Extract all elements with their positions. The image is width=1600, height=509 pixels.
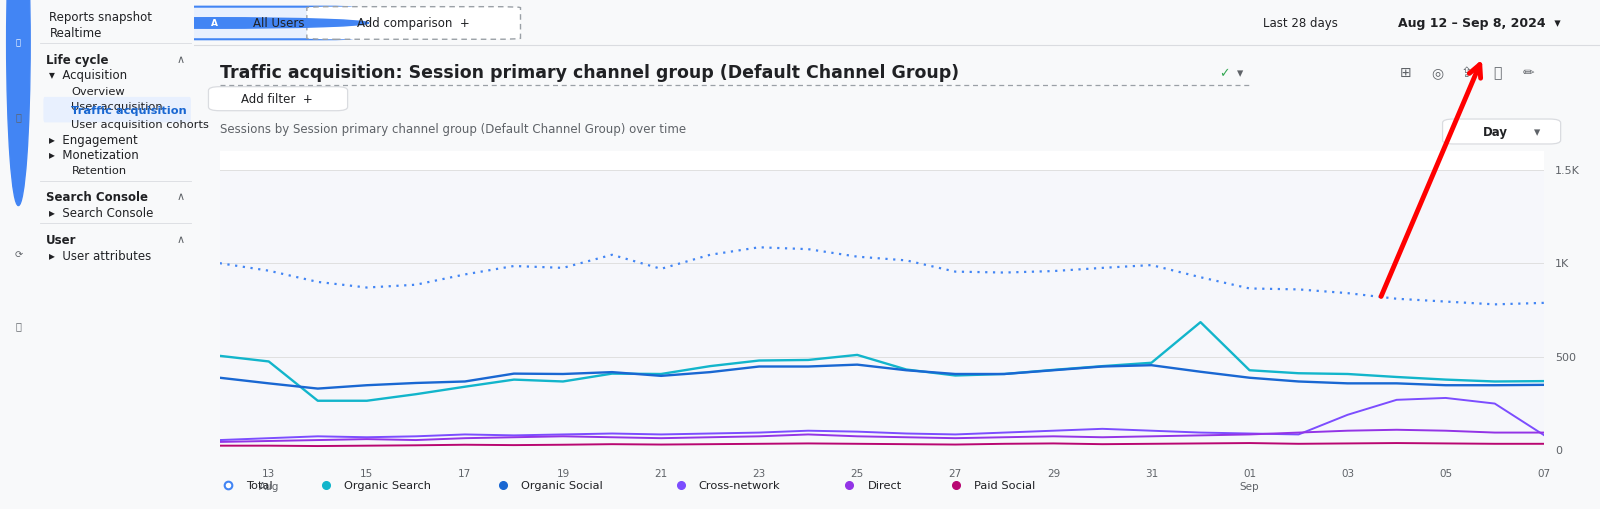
Text: User acquisition: User acquisition	[72, 101, 163, 111]
Text: Direct: Direct	[867, 479, 902, 490]
Text: A: A	[211, 19, 218, 29]
Text: 13: 13	[262, 468, 275, 478]
Text: 01: 01	[1243, 468, 1256, 478]
Text: 27: 27	[949, 468, 962, 478]
Text: 15: 15	[360, 468, 373, 478]
Text: ∧: ∧	[178, 235, 186, 245]
Text: Cross-network: Cross-network	[699, 479, 781, 490]
Text: 500: 500	[1555, 352, 1576, 362]
Text: User acquisition cohorts: User acquisition cohorts	[72, 120, 210, 130]
Text: 07: 07	[1538, 468, 1550, 478]
Text: ⤢: ⤢	[1493, 66, 1501, 80]
FancyBboxPatch shape	[43, 98, 190, 123]
Text: 31: 31	[1146, 468, 1158, 478]
Text: Search Console: Search Console	[46, 190, 149, 204]
Text: 05: 05	[1438, 468, 1453, 478]
Text: ▾: ▾	[1534, 126, 1539, 139]
Text: 17: 17	[458, 468, 472, 478]
Text: 21: 21	[654, 468, 667, 478]
Text: Total: Total	[246, 479, 274, 490]
Text: ⟳: ⟳	[14, 249, 22, 260]
Text: ▸  Monetization: ▸ Monetization	[50, 149, 139, 162]
Text: Sep: Sep	[1240, 482, 1259, 491]
Text: 19: 19	[557, 468, 570, 478]
Text: ✓: ✓	[1219, 67, 1229, 80]
Text: ✏: ✏	[1523, 66, 1534, 80]
Text: ⇪: ⇪	[1461, 66, 1472, 80]
Text: 📈: 📈	[16, 183, 21, 193]
Text: Add filter  +: Add filter +	[242, 93, 314, 106]
Text: Life cycle: Life cycle	[46, 53, 109, 67]
Text: Last 28 days: Last 28 days	[1262, 17, 1338, 31]
Text: All Users: All Users	[253, 17, 304, 31]
Text: 🏠: 🏠	[16, 112, 21, 122]
Bar	[219, 171, 1544, 450]
Text: 1.5K: 1.5K	[1555, 165, 1579, 175]
FancyBboxPatch shape	[1443, 120, 1560, 145]
Circle shape	[59, 19, 368, 29]
Text: Aug: Aug	[259, 482, 278, 491]
Text: Realtime: Realtime	[50, 27, 102, 40]
Text: Traffic acquisition: Traffic acquisition	[72, 105, 187, 116]
Text: Organic Search: Organic Search	[344, 479, 430, 490]
Text: ∧: ∧	[178, 55, 186, 65]
Text: Paid Social: Paid Social	[974, 479, 1035, 490]
Text: ▸  Search Console: ▸ Search Console	[50, 206, 154, 219]
Text: ▾  Acquisition: ▾ Acquisition	[50, 69, 128, 82]
Text: Retention: Retention	[72, 166, 126, 176]
Text: ▾: ▾	[1237, 67, 1243, 80]
Text: 📊: 📊	[16, 39, 21, 48]
Text: 1K: 1K	[1555, 259, 1570, 269]
Text: ▸  User attributes: ▸ User attributes	[50, 249, 152, 262]
Text: User: User	[46, 233, 77, 246]
Circle shape	[6, 0, 30, 206]
Text: Sessions by Session primary channel group (Default Channel Group) over time: Sessions by Session primary channel grou…	[219, 123, 686, 136]
Text: ∧: ∧	[178, 192, 186, 202]
Text: Organic Social: Organic Social	[522, 479, 603, 490]
Text: 29: 29	[1046, 468, 1061, 478]
Text: ◎: ◎	[1430, 66, 1443, 80]
FancyBboxPatch shape	[208, 88, 347, 111]
Text: Traffic acquisition: Session primary channel group (Default Channel Group): Traffic acquisition: Session primary cha…	[219, 64, 958, 82]
FancyBboxPatch shape	[170, 8, 352, 40]
Text: Add comparison  +: Add comparison +	[357, 17, 470, 31]
Text: Day: Day	[1483, 126, 1509, 139]
Text: ▸  Engagement: ▸ Engagement	[50, 134, 138, 147]
Text: ⊞: ⊞	[1400, 66, 1411, 80]
Text: Overview: Overview	[72, 87, 125, 97]
Text: 🔍: 🔍	[16, 321, 21, 331]
Text: 0: 0	[1555, 445, 1562, 456]
Text: 03: 03	[1341, 468, 1354, 478]
Text: Reports snapshot: Reports snapshot	[50, 11, 152, 24]
Text: 25: 25	[851, 468, 864, 478]
Text: 23: 23	[752, 468, 766, 478]
Text: Aug 12 – Sep 8, 2024  ▾: Aug 12 – Sep 8, 2024 ▾	[1397, 17, 1560, 31]
FancyBboxPatch shape	[307, 8, 520, 40]
